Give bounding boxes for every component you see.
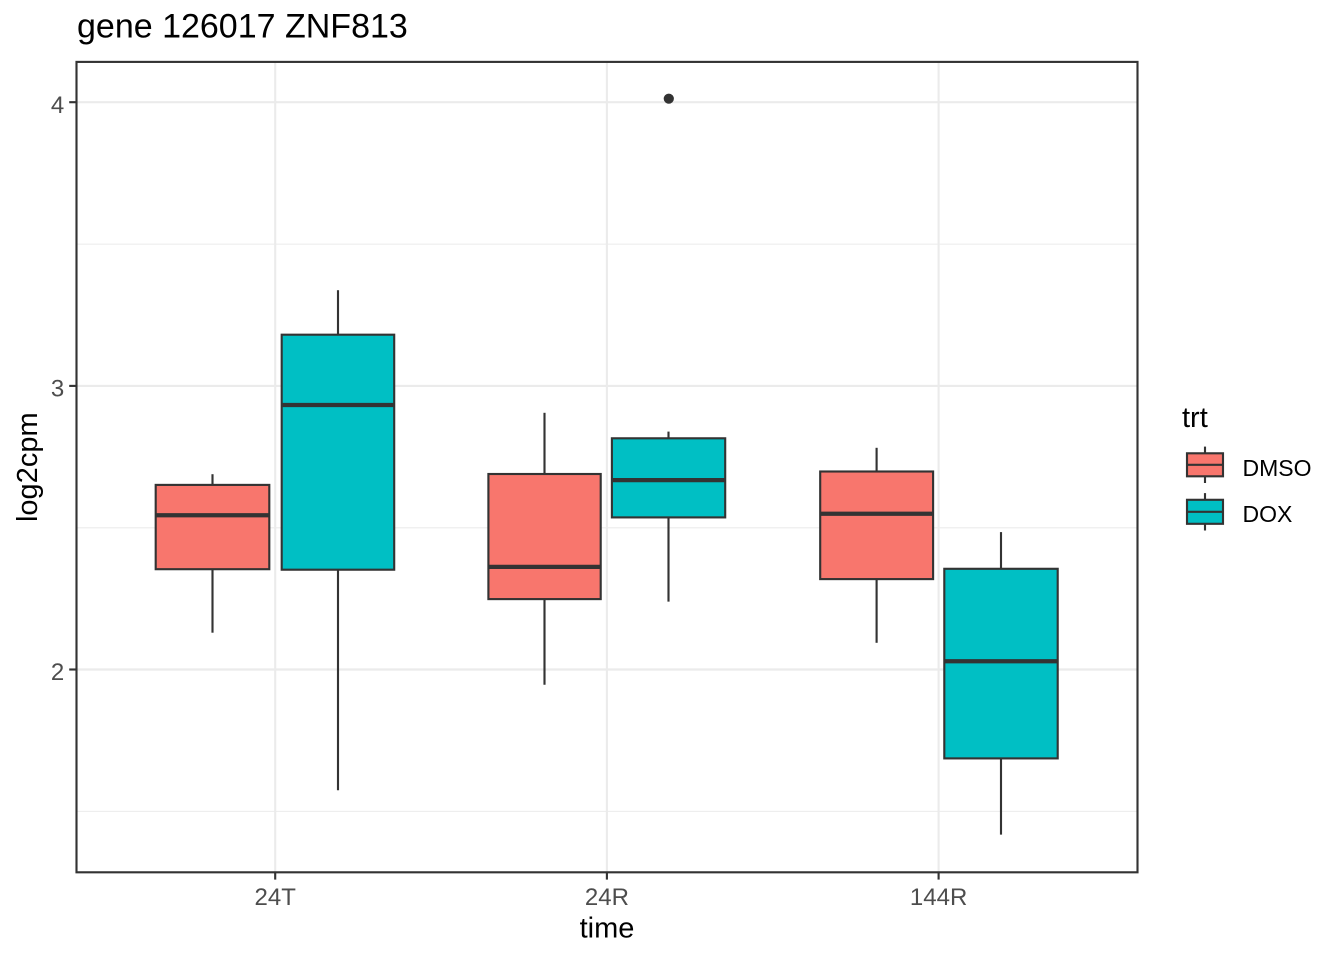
svg-text:DMSO: DMSO [1243, 455, 1312, 481]
svg-text:gene 126017 ZNF813: gene 126017 ZNF813 [77, 7, 408, 45]
svg-text:3: 3 [51, 376, 64, 403]
svg-text:24R: 24R [585, 884, 629, 911]
svg-text:log2cpm: log2cpm [12, 412, 44, 522]
svg-text:trt: trt [1182, 402, 1208, 434]
svg-text:time: time [580, 913, 635, 945]
svg-text:2: 2 [51, 659, 64, 686]
svg-text:4: 4 [51, 92, 64, 119]
svg-text:144R: 144R [910, 884, 967, 911]
svg-text:DOX: DOX [1243, 501, 1293, 527]
svg-text:24T: 24T [255, 884, 297, 911]
